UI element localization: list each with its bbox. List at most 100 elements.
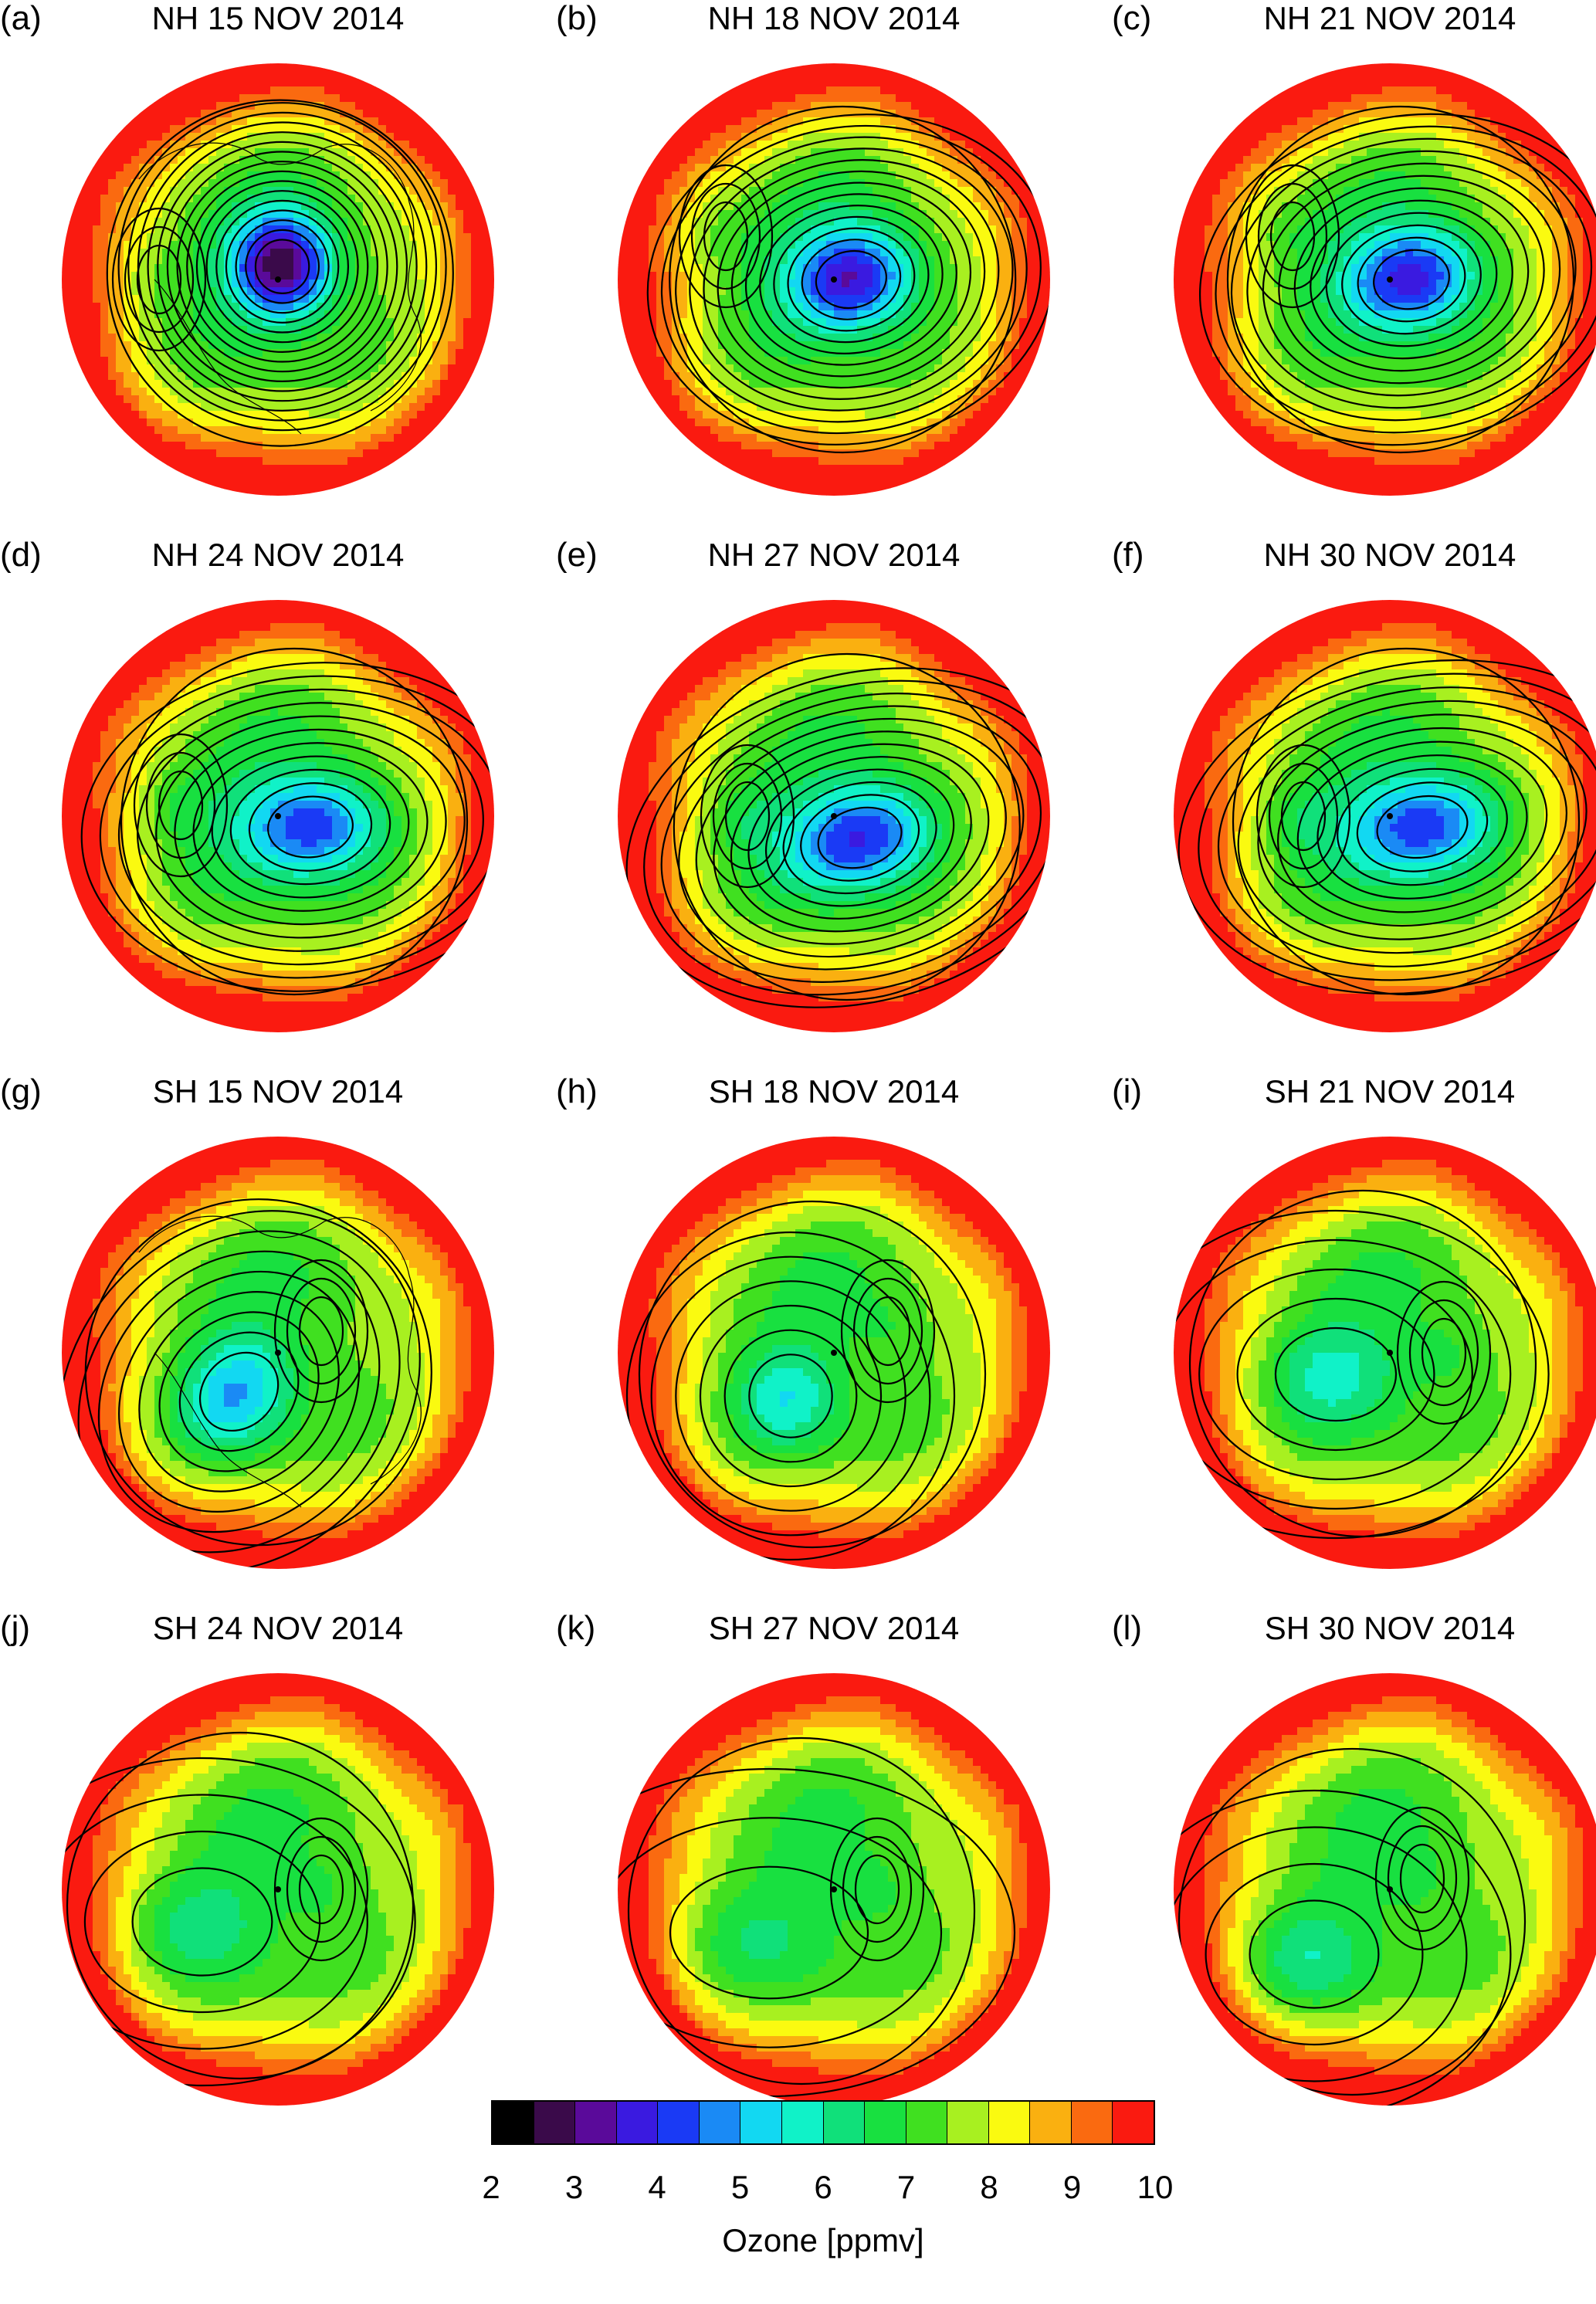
- panel-letter: (e): [556, 538, 598, 572]
- colorbar-swatch: [616, 2102, 659, 2143]
- colorbar-tick-label: 7: [897, 2171, 915, 2204]
- ozone-field: [618, 1673, 1050, 2106]
- pole-marker: [1387, 813, 1393, 819]
- polar-ozone-map: [618, 63, 1050, 496]
- contour-lines: [646, 105, 1050, 454]
- contour-lines: [1174, 1747, 1527, 2106]
- panel-letter: (k): [556, 1611, 595, 1645]
- pole-marker: [1387, 1350, 1393, 1356]
- pole-marker: [831, 276, 837, 283]
- panel-letter: (a): [0, 2, 42, 36]
- ozone-field: [1174, 1673, 1596, 2106]
- contour-lines: [1174, 1189, 1550, 1540]
- colorbar-tick-label: 9: [1063, 2171, 1081, 2204]
- contour-lines: [1199, 105, 1596, 454]
- colorbar-tick-label: 10: [1137, 2171, 1174, 2204]
- polar-ozone-map: [62, 63, 494, 496]
- contour-lines: [618, 1736, 1016, 2098]
- contour-lines: [625, 1200, 987, 1561]
- panel-title: SH 18 NOV 2014: [602, 1075, 1066, 1109]
- contour-lines: [625, 652, 1050, 1008]
- pole-marker: [275, 1886, 281, 1892]
- pole-marker: [831, 1886, 837, 1892]
- coastlines: [138, 142, 422, 435]
- panel-letter: (g): [0, 1075, 42, 1109]
- colorbar-swatch: [699, 2102, 741, 2143]
- panel-title: NH 30 NOV 2014: [1158, 538, 1596, 572]
- map-panel: (h) SH 18 NOV 2014: [556, 1073, 1088, 1609]
- panel-letter: (i): [1112, 1075, 1142, 1109]
- polar-ozone-map: [62, 600, 494, 1032]
- panel-letter: (d): [0, 538, 42, 572]
- ozone-field: [1174, 600, 1596, 1032]
- colorbar-label: Ozone [ppmv]: [491, 2224, 1155, 2258]
- colorbar-swatch: [1030, 2102, 1072, 2143]
- polar-ozone-map: [618, 1137, 1050, 1569]
- pole-marker: [1387, 276, 1393, 283]
- colorbar-tick-label: 2: [482, 2171, 500, 2204]
- map-panel: (j) SH 24 NOV 2014: [0, 1610, 532, 2146]
- colorbar-tick-label: 5: [731, 2171, 749, 2204]
- colorbar-tick-label: 4: [648, 2171, 666, 2204]
- polar-ozone-map: [62, 1137, 494, 1569]
- panel-letter: (c): [1112, 2, 1151, 36]
- contour-lines: [106, 99, 454, 447]
- polar-ozone-map: [1174, 1673, 1596, 2106]
- panel-title: SH 24 NOV 2014: [46, 1611, 510, 1645]
- colorbar-swatch: [740, 2102, 782, 2143]
- colorbar-swatch: [534, 2102, 576, 2143]
- panel-title: SH 15 NOV 2014: [46, 1075, 510, 1109]
- map-panel: (i) SH 21 NOV 2014: [1112, 1073, 1596, 1609]
- panel-title: NH 21 NOV 2014: [1158, 2, 1596, 36]
- colorbar-swatch: [865, 2102, 906, 2143]
- polar-ozone-map: [1174, 1137, 1596, 1569]
- polar-ozone-map: [1174, 63, 1596, 496]
- ozone-field: [62, 1673, 494, 2106]
- polar-ozone-map: [618, 1673, 1050, 2106]
- map-panel: (c) NH 21 NOV 2014: [1112, 0, 1596, 536]
- colorbar-swatch: [1113, 2102, 1154, 2143]
- colorbar-scale: [491, 2100, 1155, 2145]
- polar-ozone-map: [618, 600, 1050, 1032]
- map-panel: (k) SH 27 NOV 2014: [556, 1610, 1088, 2146]
- contour-lines: [80, 647, 494, 996]
- colorbar-tick-label: 3: [565, 2171, 583, 2204]
- map-panel: (a) NH 15 NOV 2014: [0, 0, 532, 536]
- polar-ozone-map: [62, 1673, 494, 2106]
- pole-marker: [275, 813, 281, 819]
- colorbar-swatch: [575, 2102, 617, 2143]
- map-panel: (g) SH 15 NOV 2014: [0, 1073, 532, 1609]
- panel-letter: (l): [1112, 1611, 1142, 1645]
- colorbar-tick-label: 8: [980, 2171, 998, 2204]
- panel-title: SH 21 NOV 2014: [1158, 1075, 1596, 1109]
- pole-marker: [831, 1350, 837, 1356]
- pole-marker: [275, 276, 281, 283]
- pole-marker: [275, 1350, 281, 1356]
- colorbar: 2 3 4 5 6 7 8 9 10 Ozone [ppmv]: [482, 2100, 1173, 2301]
- panel-title: SH 30 NOV 2014: [1158, 1611, 1596, 1645]
- ozone-field: [1174, 63, 1596, 496]
- panel-title: NH 18 NOV 2014: [602, 2, 1066, 36]
- colorbar-swatch: [947, 2102, 989, 2143]
- colorbar-swatch: [988, 2102, 1031, 2143]
- map-panel: (d) NH 24 NOV 2014: [0, 537, 532, 1072]
- map-panel: (e) NH 27 NOV 2014: [556, 537, 1088, 1072]
- panel-letter: (b): [556, 2, 598, 36]
- colorbar-swatch: [781, 2102, 824, 2143]
- colorbar-tick-label: 6: [814, 2171, 832, 2204]
- pole-marker: [831, 813, 837, 819]
- map-panel: (f) NH 30 NOV 2014: [1112, 537, 1596, 1072]
- panel-title: NH 27 NOV 2014: [602, 538, 1066, 572]
- contour-lines: [62, 1731, 416, 2087]
- colorbar-swatch: [493, 2102, 534, 2143]
- colorbar-swatch: [658, 2102, 700, 2143]
- panel-letter: (h): [556, 1075, 598, 1109]
- panel-title: NH 24 NOV 2014: [46, 538, 510, 572]
- map-panel: (b) NH 18 NOV 2014: [556, 0, 1088, 536]
- panel-title: SH 27 NOV 2014: [602, 1611, 1066, 1645]
- ozone-field: [1174, 1137, 1596, 1569]
- coastlines: [138, 1215, 422, 1508]
- colorbar-swatch: [1071, 2102, 1113, 2143]
- panel-letter: (f): [1112, 538, 1144, 572]
